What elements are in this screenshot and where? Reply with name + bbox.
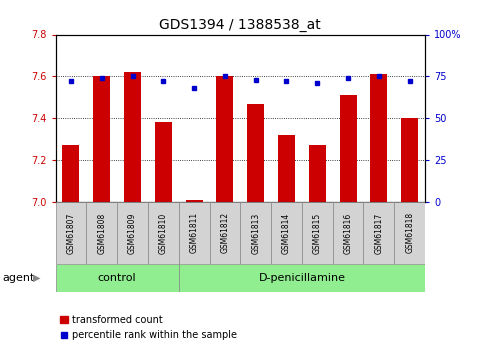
Text: control: control bbox=[98, 273, 136, 283]
Bar bbox=[62, 145, 79, 202]
Bar bbox=[333, 202, 364, 264]
Text: GSM61809: GSM61809 bbox=[128, 212, 137, 254]
Text: GSM61807: GSM61807 bbox=[67, 212, 75, 254]
Legend: transformed count, percentile rank within the sample: transformed count, percentile rank withi… bbox=[60, 315, 237, 340]
Bar bbox=[56, 202, 86, 264]
Text: GSM61816: GSM61816 bbox=[343, 212, 353, 254]
Bar bbox=[56, 264, 179, 292]
Bar bbox=[240, 202, 271, 264]
Bar bbox=[155, 122, 172, 202]
Text: ▶: ▶ bbox=[33, 273, 41, 283]
Bar bbox=[394, 202, 425, 264]
Bar bbox=[185, 200, 202, 202]
Bar bbox=[117, 202, 148, 264]
Bar bbox=[247, 104, 264, 202]
Bar bbox=[271, 202, 302, 264]
Bar bbox=[93, 76, 110, 202]
Text: GSM61814: GSM61814 bbox=[282, 212, 291, 254]
Text: GSM61813: GSM61813 bbox=[251, 212, 260, 254]
Text: agent: agent bbox=[2, 273, 35, 283]
Bar bbox=[309, 145, 326, 202]
Bar bbox=[278, 135, 295, 202]
Text: GSM61815: GSM61815 bbox=[313, 212, 322, 254]
Bar bbox=[302, 202, 333, 264]
Title: GDS1394 / 1388538_at: GDS1394 / 1388538_at bbox=[159, 18, 321, 32]
Bar bbox=[179, 202, 210, 264]
Bar bbox=[86, 202, 117, 264]
Bar bbox=[179, 264, 425, 292]
Bar bbox=[210, 202, 240, 264]
Bar bbox=[370, 74, 387, 202]
Text: GSM61812: GSM61812 bbox=[220, 212, 229, 254]
Bar bbox=[340, 95, 356, 202]
Text: GSM61817: GSM61817 bbox=[374, 212, 384, 254]
Bar bbox=[124, 72, 141, 202]
Bar bbox=[148, 202, 179, 264]
Text: GSM61811: GSM61811 bbox=[190, 212, 199, 254]
Text: GSM61818: GSM61818 bbox=[405, 212, 414, 254]
Bar bbox=[401, 118, 418, 202]
Bar bbox=[216, 76, 233, 202]
Text: GSM61808: GSM61808 bbox=[97, 212, 106, 254]
Text: D-penicillamine: D-penicillamine bbox=[258, 273, 345, 283]
Bar bbox=[364, 202, 394, 264]
Text: GSM61810: GSM61810 bbox=[159, 212, 168, 254]
